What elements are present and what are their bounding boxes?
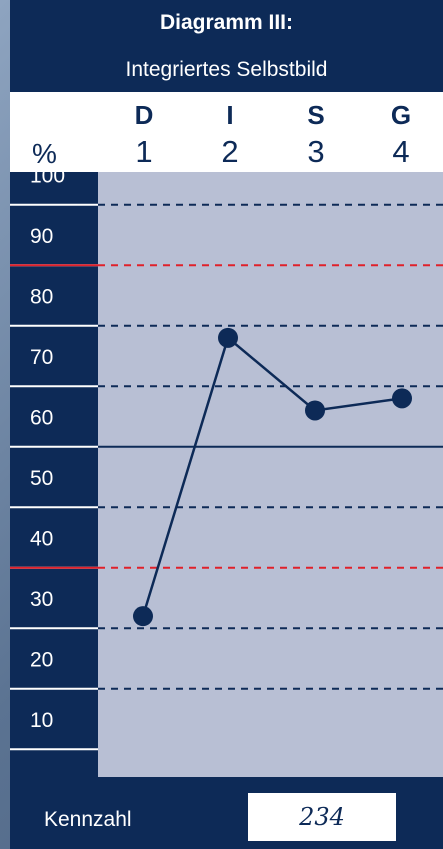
- y-tick-label: 60: [30, 407, 53, 430]
- data-point: [392, 388, 412, 409]
- y-tick-label: 40: [30, 528, 53, 551]
- y-tick-label: 90: [30, 225, 53, 248]
- chart-subtitle: Integriertes Selbstbild: [125, 58, 328, 81]
- column-letter-g: G: [390, 100, 412, 130]
- chart-title: Diagramm III:: [159, 11, 294, 34]
- y-tick-label: 30: [30, 588, 53, 611]
- data-point: [133, 606, 153, 627]
- column-letter-d: D: [134, 100, 154, 130]
- kennzahl-label: Kennzahl: [44, 808, 132, 831]
- y-axis-label: %: [32, 138, 57, 169]
- plot-area: [98, 172, 443, 777]
- y-axis-column: [10, 172, 98, 777]
- column-number-4: 4: [392, 134, 410, 169]
- y-tick-label: 70: [30, 346, 53, 369]
- y-tick-label: 80: [30, 286, 53, 309]
- kennzahl-value: 234: [248, 793, 396, 841]
- series-line: [141, 335, 403, 617]
- column-number-2: 2: [221, 134, 239, 169]
- column-header: % D I S G 1 2 3 4: [10, 92, 443, 172]
- y-tick-label: 100: [30, 165, 65, 188]
- column-letter-s: S: [307, 100, 325, 130]
- data-point: [305, 400, 325, 421]
- column-letter-i: I: [226, 100, 234, 130]
- column-number-3: 3: [307, 134, 325, 169]
- column-number-1: 1: [135, 134, 153, 169]
- data-point: [218, 327, 238, 348]
- y-tick-label: 50: [30, 467, 53, 490]
- y-tick-label: 10: [30, 709, 53, 732]
- y-tick-label: 20: [30, 649, 53, 672]
